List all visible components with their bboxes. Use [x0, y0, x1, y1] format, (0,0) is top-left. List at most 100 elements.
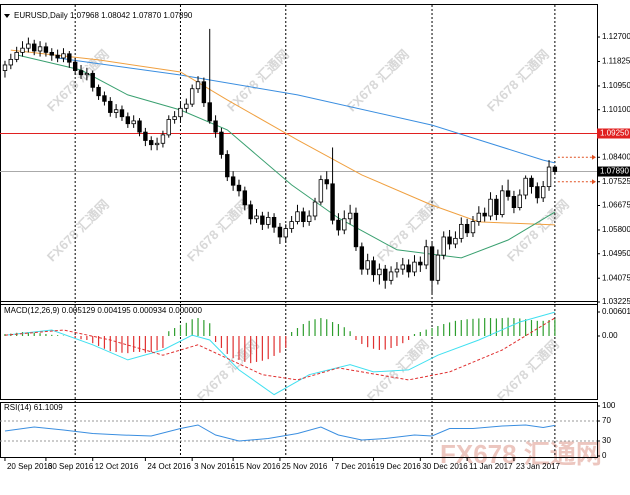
candle-body [494, 198, 499, 215]
candle-body [464, 223, 470, 234]
candle-body [78, 70, 84, 76]
candle-body [535, 186, 540, 199]
y-tick-label: 1.10100 [602, 105, 630, 114]
arrow-head [592, 154, 596, 160]
candle-body [377, 268, 382, 276]
candle-body [523, 177, 528, 196]
y-tick-label: 1.10950 [602, 81, 630, 90]
y-tick-label: 1.03225 [602, 297, 630, 306]
candle-body [347, 212, 353, 220]
candle-body [388, 271, 394, 281]
y-tick-label: 1.11825 [602, 57, 630, 66]
candle-body [336, 219, 341, 231]
candle-body [365, 260, 370, 270]
candle-body [330, 183, 335, 221]
candle-body [143, 131, 148, 141]
last-price-label: 1.07890 [600, 167, 629, 176]
candle-body [113, 109, 119, 113]
y-tick-label: 1.07525 [602, 177, 630, 186]
candle-body [254, 215, 259, 220]
title-icon [4, 14, 10, 18]
candle-body [546, 166, 552, 188]
candle-body [271, 216, 277, 228]
candle-body [476, 212, 482, 222]
candle-body [324, 179, 329, 185]
candle-body [225, 154, 230, 178]
candle-body [137, 120, 142, 133]
candle-body [482, 212, 487, 217]
candle-body [131, 120, 136, 125]
x-tick-label: 24 Oct 2016 [147, 462, 191, 471]
candle-body [55, 54, 60, 59]
candle-body [32, 43, 37, 52]
candle-body [125, 116, 131, 125]
candle-body [470, 221, 476, 234]
candle-body [219, 131, 224, 155]
candle-body [242, 190, 248, 206]
candle-body [423, 246, 429, 266]
candle-body [207, 102, 212, 122]
candle-body [178, 107, 183, 118]
candle-body [102, 95, 107, 102]
candle-body [236, 184, 242, 192]
candle-body [213, 120, 218, 133]
candle-body [312, 201, 318, 217]
candle-body [359, 246, 365, 270]
candle-body [43, 46, 49, 53]
candle-body [306, 215, 312, 222]
y-tick-label: 100 [602, 401, 616, 410]
candle-body [119, 109, 125, 118]
candle-body [277, 226, 283, 238]
x-tick-label: 19 Dec 2016 [376, 462, 422, 471]
candle-body [552, 166, 558, 172]
series-line [57, 57, 556, 164]
last-price-bg [597, 166, 630, 177]
candle-body [26, 43, 31, 49]
x-tick-label: 30 Sep 2016 [48, 462, 94, 471]
series-line [10, 49, 555, 226]
candle-body [260, 215, 265, 225]
candle-body [230, 176, 236, 186]
x-tick-label: 23 Jan 2017 [516, 462, 561, 471]
series-line [16, 54, 556, 259]
candle-body [447, 236, 452, 245]
candle-body [517, 194, 522, 209]
y-tick-label: 0 [602, 451, 607, 460]
level-label: 1.09250 [600, 129, 629, 138]
candle-body [418, 261, 423, 266]
candle-body [488, 198, 493, 217]
y-tick-label: 1.08400 [602, 152, 630, 161]
candle-body [400, 264, 405, 270]
arrow-head [592, 179, 596, 185]
y-tick-label: 1.05800 [602, 225, 630, 234]
candle-body [189, 88, 195, 105]
pane-frame [0, 301, 598, 400]
candle-body [318, 179, 324, 203]
candle-body [529, 177, 534, 188]
x-tick-label: 12 Oct 2016 [95, 462, 139, 471]
candle-body [266, 216, 271, 225]
candle-body [459, 223, 464, 239]
candle-body [49, 51, 54, 56]
candle-body [505, 190, 511, 197]
candle-body [154, 142, 160, 146]
candle-body [353, 212, 359, 248]
candle-body [20, 47, 25, 53]
candle-body [301, 211, 306, 222]
candle-body [283, 228, 288, 238]
macd-title: MACD(12,26,9) 0.005129 0.004195 0.000934… [4, 306, 202, 315]
candle-body [90, 72, 95, 88]
candle-body [429, 246, 435, 281]
y-tick-label: 70 [602, 416, 611, 425]
pane-frame [0, 4, 598, 305]
candle-body [195, 81, 201, 90]
candle-body [160, 134, 166, 144]
candle-body [8, 58, 14, 66]
candle-body [500, 190, 505, 215]
series-line [4, 424, 555, 442]
candle-body [172, 116, 177, 120]
x-tick-label: 15 Nov 2016 [235, 462, 281, 471]
candle-body [67, 53, 72, 63]
pane-frame [0, 402, 598, 458]
candle-body [84, 72, 90, 76]
